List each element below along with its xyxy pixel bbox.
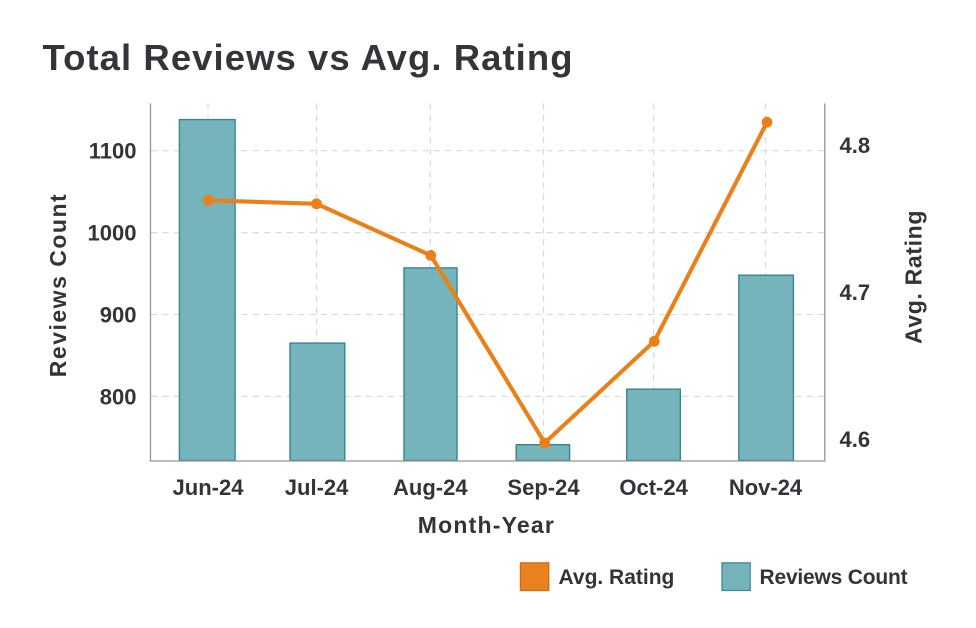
svg-text:1100: 1100 xyxy=(89,139,137,164)
svg-text:Reviews Count: Reviews Count xyxy=(760,566,908,589)
svg-text:4.7: 4.7 xyxy=(840,280,871,305)
svg-text:Avg. Rating: Avg. Rating xyxy=(901,210,927,344)
svg-text:Aug-24: Aug-24 xyxy=(393,475,468,500)
svg-text:4.6: 4.6 xyxy=(840,427,871,452)
svg-text:Nov-24: Nov-24 xyxy=(729,475,803,500)
svg-text:Reviews Count: Reviews Count xyxy=(45,193,71,377)
svg-text:800: 800 xyxy=(100,384,137,409)
svg-text:Month-Year: Month-Year xyxy=(418,512,555,538)
svg-text:900: 900 xyxy=(100,303,137,328)
svg-text:Oct-24: Oct-24 xyxy=(619,475,688,500)
svg-text:4.8: 4.8 xyxy=(840,133,871,158)
svg-text:Total Reviews vs Avg. Rating: Total Reviews vs Avg. Rating xyxy=(43,37,574,78)
svg-text:Sep-24: Sep-24 xyxy=(507,475,580,500)
svg-text:Avg. Rating: Avg. Rating xyxy=(559,566,675,589)
svg-text:1000: 1000 xyxy=(88,221,137,246)
svg-text:Jun-24: Jun-24 xyxy=(173,475,245,500)
svg-text:Jul-24: Jul-24 xyxy=(285,475,349,500)
